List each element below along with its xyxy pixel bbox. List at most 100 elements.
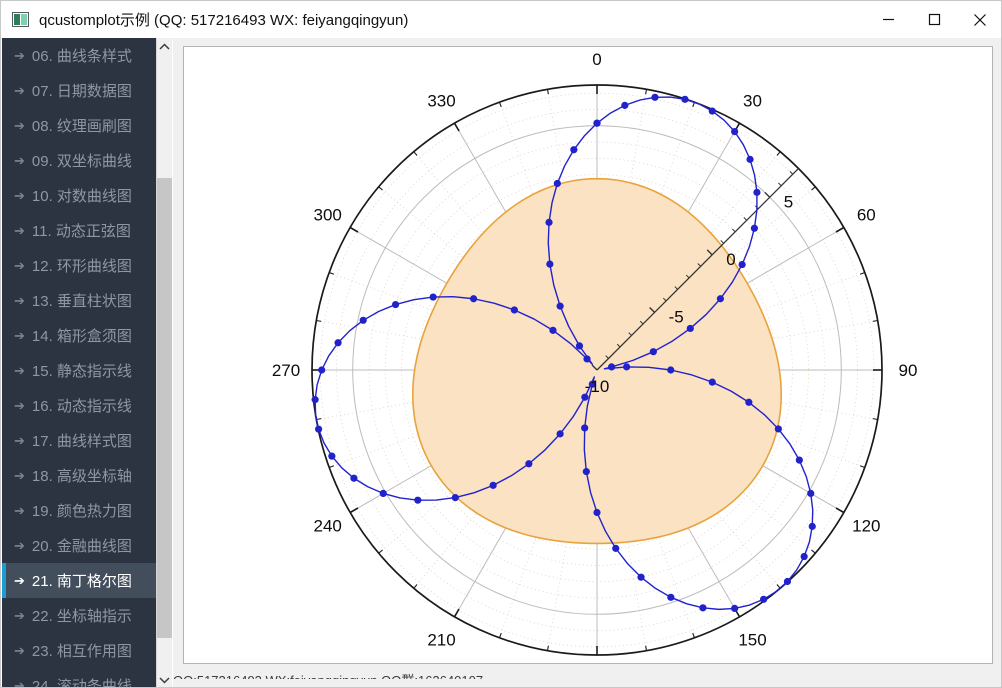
arrow-right-icon: ➔ [14,328,25,343]
data-point [315,425,323,433]
data-point [716,295,725,303]
data-point [556,430,564,438]
sidebar-item-label: 10. 对数曲线图 [31,188,132,205]
sidebar-item-13[interactable]: ➔ 19. 颜色热力图 [2,493,156,528]
arrow-right-icon: ➔ [14,363,25,378]
angular-tick-label-90: 90 [899,361,918,380]
window-title: qcustomplot示例 (QQ: 517216493 WX: feiyang… [39,12,409,29]
arrow-right-icon: ➔ [14,433,25,448]
minimize-button[interactable] [865,2,911,38]
arrow-right-icon: ➔ [14,293,25,308]
angular-tick-label-120: 120 [852,517,880,536]
angular-tick-labels: 0306090120150180210240270300330 [272,50,918,649]
data-point [612,544,620,552]
sidebar-item-2[interactable]: ➔ 08. 纹理画刷图 [2,108,156,143]
sidebar-item-18[interactable]: ➔ 24. 滚动条曲线 [2,668,156,687]
sidebar-item-11[interactable]: ➔ 17. 曲线样式图 [2,423,156,458]
sidebar-item-0[interactable]: ➔ 06. 曲线条样式 [2,38,156,73]
data-point [800,552,808,561]
plot-panel: 0306090120150180210240270300330 -10-505 [173,38,1001,673]
sidebar-item-3[interactable]: ➔ 09. 双坐标曲线 [2,143,156,178]
bottom-strip: QQ:517216493 WX:feiyangqingyun QQ群:16264… [173,673,1001,687]
bottom-clipped-text: QQ:517216493 WX:feiyangqingyun QQ群:16264… [173,673,1001,679]
data-point [318,366,326,374]
data-point [379,489,387,498]
data-point [708,107,716,115]
data-point [414,496,422,504]
arrow-right-icon: ➔ [14,48,25,63]
series-orange-rose [411,177,783,545]
data-point [681,95,689,103]
sidebar-item-label: 12. 环形曲线图 [31,258,132,275]
data-point [699,604,707,612]
sidebar-item-1[interactable]: ➔ 07. 日期数据图 [2,73,156,108]
data-point [593,119,601,127]
title-bar: qcustomplot示例 (QQ: 517216493 WX: feiyang… [1,1,1001,39]
data-point [311,396,319,404]
data-point [582,467,590,476]
sidebar-item-15[interactable]: ➔ 21. 南丁格尔图 [2,563,156,598]
data-point [525,460,533,468]
data-point [328,452,336,460]
sidebar-item-14[interactable]: ➔ 20. 金融曲线图 [2,528,156,563]
sidebar-item-12[interactable]: ➔ 18. 高级坐标轴 [2,458,156,493]
data-point [391,300,400,309]
sidebar[interactable]: ➔ 06. 曲线条样式 ➔ 07. 日期数据图 ➔ 08. 纹理画刷图 ➔ 09. 双坐标曲线… [2,38,156,687]
sidebar-item-16[interactable]: ➔ 22. 坐标轴指示 [2,598,156,633]
sidebar-item-6[interactable]: ➔ 12. 环形曲线图 [2,248,156,283]
data-point [649,348,657,356]
data-point [807,489,815,498]
sidebar-item-label: 14. 箱形盒须图 [31,328,132,345]
radial-tick-label-5: 5 [784,192,793,211]
sidebar-item-label: 09. 双坐标曲线 [31,153,132,170]
data-point [637,573,645,581]
sidebar-item-5[interactable]: ➔ 11. 动态正弦图 [2,213,156,248]
maximize-button[interactable] [911,2,957,38]
sidebar-item-4[interactable]: ➔ 10. 对数曲线图 [2,178,156,213]
data-point [469,295,478,303]
angular-tick-label-0: 0 [592,50,601,69]
sidebar-item-label: 18. 高级坐标轴 [31,468,132,485]
data-point [510,306,518,314]
radial-tick-label-0: 0 [726,250,735,269]
data-point [667,366,675,374]
data-point [795,456,803,464]
scroll-down-icon[interactable] [157,671,172,687]
sidebar-scrollbar[interactable] [156,38,172,687]
data-point [546,260,554,268]
angular-tick-label-150: 150 [738,630,766,649]
minimize-icon [882,18,894,21]
angular-tick-label-300: 300 [314,206,342,225]
series-blue-rose [311,93,816,613]
arrow-right-icon: ➔ [14,643,25,658]
angular-axis-ticks [312,85,882,655]
data-point [667,593,675,601]
sidebar-item-7[interactable]: ➔ 13. 垂直柱状图 [2,283,156,318]
data-point [581,393,589,401]
data-point [556,302,564,310]
radial-tick-label--10: -10 [585,377,610,396]
scrollbar-thumb[interactable] [157,178,172,638]
app-icon [12,12,29,27]
data-point [686,324,694,333]
sidebar-item-8[interactable]: ➔ 14. 箱形盒须图 [2,318,156,353]
arrow-right-icon: ➔ [14,118,25,133]
arrow-right-icon: ➔ [14,573,25,588]
scroll-up-icon[interactable] [157,38,172,55]
sidebar-item-label: 06. 曲线条样式 [31,48,132,65]
sidebar-item-label: 20. 金融曲线图 [31,538,132,555]
polar-chart[interactable]: 0306090120150180210240270300330 -10-505 [183,46,993,664]
sidebar-item-9[interactable]: ➔ 15. 静态指示线 [2,353,156,388]
chevron-down-icon [159,676,170,684]
sidebar-item-10[interactable]: ➔ 16. 动态指示线 [2,388,156,423]
angular-tick-label-240: 240 [314,517,342,536]
sidebar-item-17[interactable]: ➔ 23. 相互作用图 [2,633,156,668]
data-point [738,260,746,269]
close-button[interactable] [957,2,1001,38]
sidebar-item-label: 07. 日期数据图 [31,83,132,100]
data-point [575,342,584,350]
sidebar-item-label: 13. 垂直柱状图 [31,293,132,310]
data-point [489,481,497,489]
arrow-right-icon: ➔ [14,468,25,483]
data-point [350,474,358,482]
